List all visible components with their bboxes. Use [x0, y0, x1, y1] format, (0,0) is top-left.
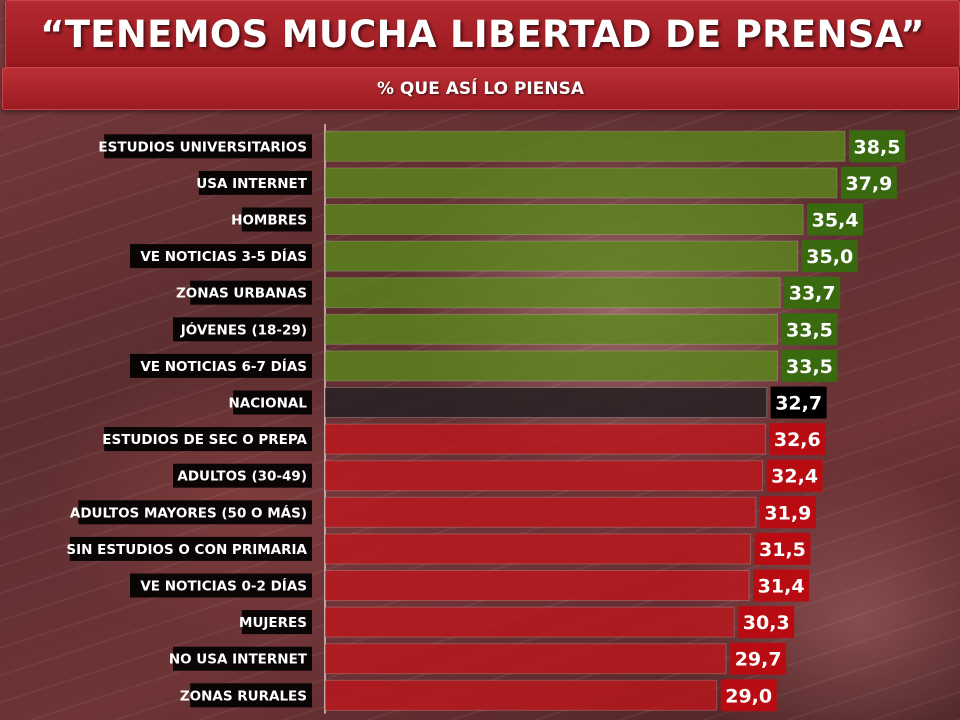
category-label-bg — [130, 573, 312, 598]
value-label-bg — [769, 423, 826, 456]
value-label: 32,4 — [771, 466, 818, 488]
value-label: 32,6 — [774, 429, 821, 451]
value-label-bg — [720, 679, 777, 712]
category-label: ZONAS RURALES — [180, 688, 307, 704]
category-label-bg — [130, 244, 312, 269]
category-label-bg — [173, 317, 312, 342]
category-label-bg — [173, 646, 312, 671]
bar — [324, 423, 766, 455]
category-label: ESTUDIOS DE SEC O PREPA — [102, 432, 307, 448]
category-label: NACIONAL — [228, 396, 307, 412]
value-label: 38,5 — [854, 136, 901, 158]
category-label-bg — [130, 353, 312, 378]
chart-title: “TENEMOS MUCHA LIBERTAD DE PRENSA” — [40, 12, 925, 56]
category-label-bg — [69, 536, 312, 561]
category-label: ZONAS URBANAS — [176, 286, 307, 302]
category-label-bg — [241, 610, 312, 635]
value-label-bg — [759, 496, 816, 529]
category-label: MUJERES — [239, 615, 307, 631]
category-label: ESTUDIOS UNIVERSITARIOS — [98, 139, 307, 155]
value-label-bg — [781, 349, 838, 382]
value-label-bg — [801, 240, 858, 273]
subtitle-banner: % QUE ASÍ LO PIENSA — [2, 67, 959, 110]
category-label: USA INTERNET — [196, 176, 308, 192]
bar — [324, 606, 735, 638]
category-label-bg — [104, 134, 312, 159]
bar — [324, 570, 750, 601]
bar — [324, 460, 764, 492]
value-label-bg — [770, 386, 827, 419]
category-label-bg — [104, 427, 312, 452]
value-label-bg — [766, 459, 823, 492]
category-label-bg — [241, 207, 312, 232]
value-label: 29,7 — [735, 649, 782, 671]
category-label-bg — [190, 280, 312, 305]
value-label: 31,5 — [759, 539, 806, 561]
category-label-bg — [233, 390, 312, 415]
value-label-bg — [781, 313, 838, 346]
category-label: VE NOTICIAS 6-7 DÍAS — [140, 358, 307, 375]
value-label: 35,0 — [806, 246, 853, 268]
bar — [324, 240, 799, 272]
bar — [324, 533, 751, 565]
category-label: VE NOTICIAS 3-5 DÍAS — [140, 248, 307, 265]
category-label-bg — [78, 500, 313, 525]
value-label-bg — [754, 532, 811, 565]
value-label-bg — [730, 642, 787, 675]
bar — [324, 387, 768, 418]
category-label: SIN ESTUDIOS O CON PRIMARIA — [66, 542, 307, 558]
value-label: 35,4 — [812, 210, 859, 232]
value-label: 31,4 — [758, 576, 805, 598]
bar — [324, 130, 846, 162]
value-label-bg — [840, 166, 897, 199]
category-label: VE NOTICIAS 0-2 DÍAS — [140, 578, 307, 595]
value-label-bg — [807, 203, 864, 236]
category-label: NO USA INTERNET — [169, 652, 308, 668]
title-banner: “TENEMOS MUCHA LIBERTAD DE PRENSA” — [5, 0, 960, 68]
value-label-bg — [849, 130, 905, 163]
value-label: 30,3 — [743, 612, 790, 634]
value-label: 29,0 — [725, 685, 772, 707]
category-label-bg — [198, 170, 312, 195]
category-label: ADULTOS MAYORES (50 O MÁS) — [70, 504, 307, 521]
bar — [324, 496, 757, 528]
bar — [324, 313, 778, 345]
chart-subtitle: % QUE ASÍ LO PIENSA — [376, 78, 584, 99]
value-label: 37,9 — [845, 173, 892, 195]
value-label: 33,5 — [786, 319, 833, 341]
value-label: 31,9 — [764, 502, 811, 524]
value-label-bg — [738, 606, 795, 639]
bar — [324, 643, 727, 675]
category-label: ADULTOS (30-49) — [177, 469, 307, 485]
value-label: 33,7 — [789, 283, 836, 305]
category-label: JÓVENES (18-29) — [180, 320, 307, 338]
category-label-bg — [173, 463, 312, 488]
bar — [324, 350, 778, 382]
value-label-bg — [784, 276, 841, 309]
value-label: 33,5 — [786, 356, 833, 378]
category-label-bg — [190, 683, 312, 708]
bar — [324, 679, 718, 711]
value-label-bg — [753, 569, 810, 602]
bar — [324, 277, 781, 309]
bar — [324, 204, 804, 235]
category-label: HOMBRES — [231, 213, 307, 229]
value-label: 32,7 — [775, 393, 822, 415]
bar — [324, 167, 838, 199]
